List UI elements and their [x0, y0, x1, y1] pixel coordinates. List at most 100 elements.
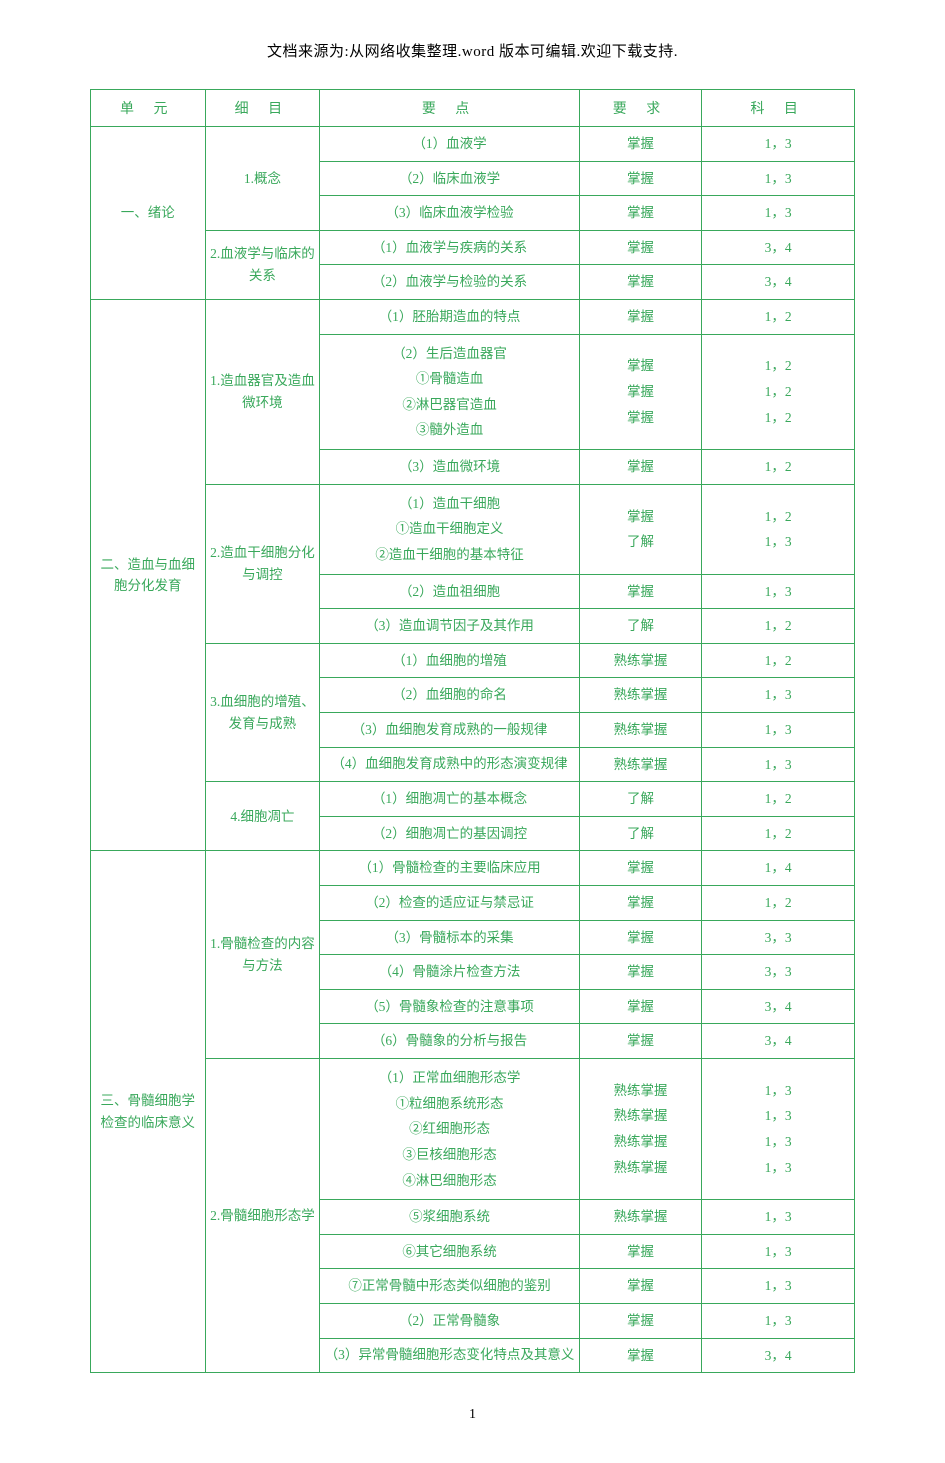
cell-subject: 1，3	[702, 196, 855, 231]
cell-point: （2）造血祖细胞	[320, 574, 580, 609]
cell-point: （3）血细胞发育成熟的一般规律	[320, 713, 580, 748]
cell-point: （3）造血调节因子及其作用	[320, 609, 580, 644]
cell-point: （4）骨髓涂片检查方法	[320, 955, 580, 990]
cell-point: （3）造血微环境	[320, 450, 580, 485]
cell-require: 熟练掌握	[579, 678, 701, 713]
col-unit: 单 元	[91, 90, 206, 127]
cell-point: （2）检查的适应证与禁忌证	[320, 885, 580, 920]
cell-point: （1）胚胎期造血的特点	[320, 299, 580, 334]
cell-point: （1）血液学与疾病的关系	[320, 230, 580, 265]
cell-subject: 1，21，3	[702, 484, 855, 574]
cell-subject: 3，3	[702, 955, 855, 990]
cell-require: 熟练掌握	[579, 643, 701, 678]
cell-point: （2）血液学与检验的关系	[320, 265, 580, 300]
col-point: 要 点	[320, 90, 580, 127]
cell-detail: 4.细胞凋亡	[205, 782, 320, 851]
cell-require: 掌握	[579, 1303, 701, 1338]
cell-require: 掌握掌握掌握	[579, 334, 701, 450]
cell-require: 了解	[579, 782, 701, 817]
cell-point: （1）细胞凋亡的基本概念	[320, 782, 580, 817]
cell-require: 掌握	[579, 1024, 701, 1059]
cell-subject: 3，4	[702, 1024, 855, 1059]
cell-detail: 2.血液学与临床的关系	[205, 230, 320, 299]
cell-subject: 1，2	[702, 299, 855, 334]
cell-subject: 1，2	[702, 885, 855, 920]
cell-require: 熟练掌握	[579, 1200, 701, 1235]
cell-detail: 1.骨髓检查的内容与方法	[205, 851, 320, 1059]
cell-point: ⑦正常骨髓中形态类似细胞的鉴别	[320, 1269, 580, 1304]
cell-require: 熟练掌握熟练掌握熟练掌握熟练掌握	[579, 1058, 701, 1199]
cell-subject: 3，4	[702, 230, 855, 265]
table-row: 三、骨髓细胞学检查的临床意义 1.骨髓检查的内容与方法 （1）骨髓检查的主要临床…	[91, 851, 855, 886]
cell-subject: 3，4	[702, 989, 855, 1024]
cell-detail: 2.骨髓细胞形态学	[205, 1058, 320, 1372]
cell-point: （1）血细胞的增殖	[320, 643, 580, 678]
table-row: 2.骨髓细胞形态学 （1）正常血细胞形态学①粒细胞系统形态②红细胞形态③巨核细胞…	[91, 1058, 855, 1199]
col-subject: 科 目	[702, 90, 855, 127]
cell-point: （1）造血干细胞①造血干细胞定义②造血干细胞的基本特征	[320, 484, 580, 574]
cell-require: 掌握	[579, 127, 701, 162]
cell-subject: 1，2	[702, 609, 855, 644]
cell-require: 掌握了解	[579, 484, 701, 574]
cell-point: ⑥其它细胞系统	[320, 1234, 580, 1269]
cell-subject: 1，3	[702, 1234, 855, 1269]
cell-subject: 1，3	[702, 713, 855, 748]
table-row: 3.血细胞的增殖、发育与成熟 （1）血细胞的增殖 熟练掌握 1，2	[91, 643, 855, 678]
cell-unit: 三、骨髓细胞学检查的临床意义	[91, 851, 206, 1373]
cell-subject: 3，4	[702, 1338, 855, 1373]
cell-point: （5）骨髓象检查的注意事项	[320, 989, 580, 1024]
cell-subject: 1，21，21，2	[702, 334, 855, 450]
cell-require: 掌握	[579, 574, 701, 609]
cell-require: 掌握	[579, 230, 701, 265]
cell-subject: 1，3	[702, 574, 855, 609]
cell-point: （2）正常骨髓象	[320, 1303, 580, 1338]
cell-point: ⑤浆细胞系统	[320, 1200, 580, 1235]
cell-point: （2）血细胞的命名	[320, 678, 580, 713]
cell-subject: 1，3	[702, 678, 855, 713]
cell-point: （3）异常骨髓细胞形态变化特点及其意义	[320, 1338, 580, 1373]
page-number: 1	[90, 1407, 855, 1423]
table-row: 4.细胞凋亡 （1）细胞凋亡的基本概念 了解 1，2	[91, 782, 855, 817]
cell-subject: 1，3	[702, 1269, 855, 1304]
cell-require: 掌握	[579, 1269, 701, 1304]
cell-require: 熟练掌握	[579, 713, 701, 748]
cell-point: （1）骨髓检查的主要临床应用	[320, 851, 580, 886]
cell-detail: 2.造血干细胞分化与调控	[205, 484, 320, 643]
cell-point: （1）血液学	[320, 127, 580, 162]
cell-subject: 1，2	[702, 782, 855, 817]
cell-require: 掌握	[579, 196, 701, 231]
cell-unit: 一、绪论	[91, 127, 206, 300]
table-row: 2.造血干细胞分化与调控 （1）造血干细胞①造血干细胞定义②造血干细胞的基本特征…	[91, 484, 855, 574]
cell-require: 掌握	[579, 299, 701, 334]
cell-point: （2）细胞凋亡的基因调控	[320, 816, 580, 851]
cell-subject: 1，3	[702, 161, 855, 196]
cell-subject: 3，3	[702, 920, 855, 955]
table-row: 二、造血与血细胞分化发育 1.造血器官及造血微环境 （1）胚胎期造血的特点 掌握…	[91, 299, 855, 334]
cell-require: 了解	[579, 609, 701, 644]
cell-subject: 1，2	[702, 643, 855, 678]
table-header-row: 单 元 细 目 要 点 要 求 科 目	[91, 90, 855, 127]
cell-subject: 1，3	[702, 747, 855, 782]
cell-detail: 1.造血器官及造血微环境	[205, 299, 320, 484]
cell-point: （3）临床血液学检验	[320, 196, 580, 231]
col-detail: 细 目	[205, 90, 320, 127]
cell-require: 了解	[579, 816, 701, 851]
cell-unit: 二、造血与血细胞分化发育	[91, 299, 206, 850]
cell-point: （6）骨髓象的分析与报告	[320, 1024, 580, 1059]
cell-detail: 1.概念	[205, 127, 320, 231]
cell-detail: 3.血细胞的增殖、发育与成熟	[205, 643, 320, 781]
cell-require: 掌握	[579, 450, 701, 485]
cell-require: 掌握	[579, 885, 701, 920]
cell-subject: 1，3	[702, 127, 855, 162]
cell-subject: 1，2	[702, 450, 855, 485]
cell-subject: 1，31，31，31，3	[702, 1058, 855, 1199]
cell-subject: 1，4	[702, 851, 855, 886]
cell-require: 掌握	[579, 1338, 701, 1373]
cell-subject: 1，3	[702, 1200, 855, 1235]
cell-require: 掌握	[579, 1234, 701, 1269]
cell-require: 掌握	[579, 920, 701, 955]
cell-require: 掌握	[579, 161, 701, 196]
cell-require: 掌握	[579, 265, 701, 300]
cell-point: （4）血细胞发育成熟中的形态演变规律	[320, 747, 580, 782]
cell-require: 掌握	[579, 955, 701, 990]
